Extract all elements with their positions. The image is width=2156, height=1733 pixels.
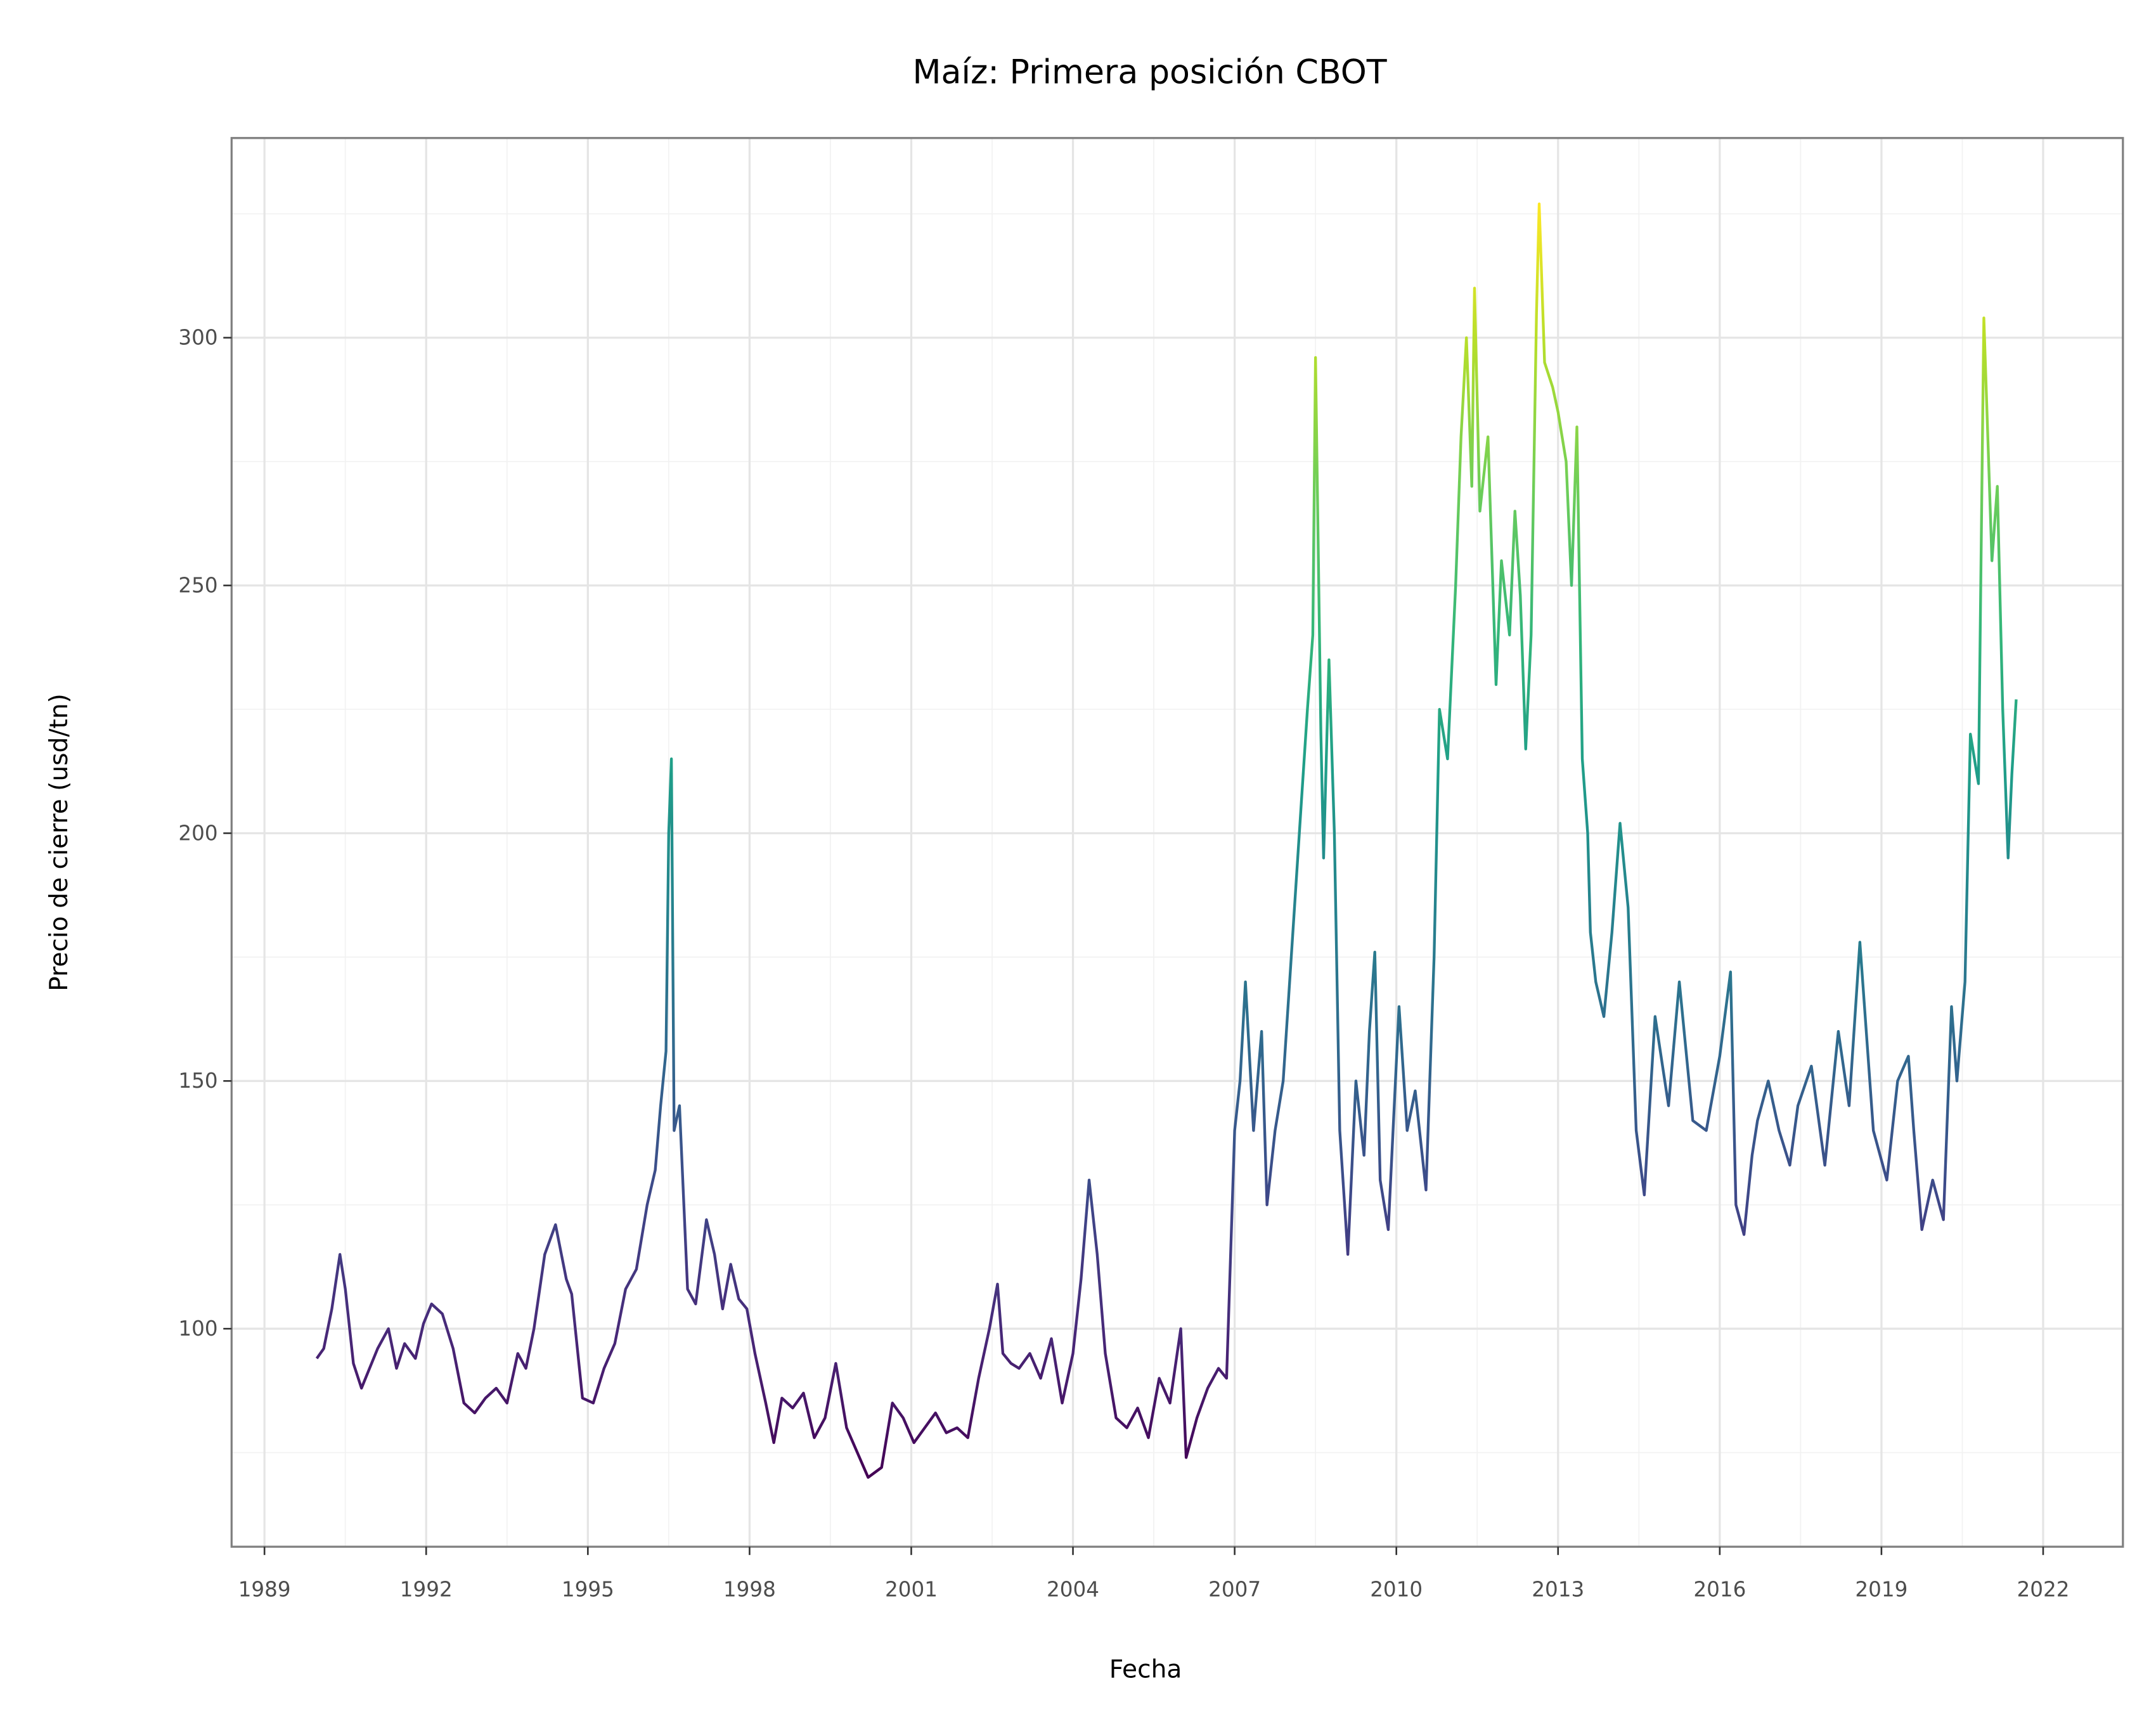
x-tick-label: 1998 <box>723 1577 776 1601</box>
x-axis-label: Fecha <box>1109 1655 1182 1684</box>
plot <box>315 202 2018 1479</box>
x-tick-label: 2022 <box>2017 1577 2069 1601</box>
x-tick-label: 2007 <box>1208 1577 1261 1601</box>
x-tick-label: 2010 <box>1370 1577 1423 1601</box>
x-tick-label: 1989 <box>238 1577 291 1601</box>
x-tick-label: 2004 <box>1047 1577 1099 1601</box>
x-tick-label: 1995 <box>562 1577 614 1601</box>
y-axis-label: Precio de cierre (usd/tn) <box>45 693 74 991</box>
x-tick-label: 2001 <box>885 1577 938 1601</box>
x-tick-label: 2013 <box>1532 1577 1584 1601</box>
y-tick-label: 250 <box>178 574 217 598</box>
x-tick-label: 2016 <box>1693 1577 1746 1601</box>
grid <box>231 138 2123 1547</box>
y-tick-label: 150 <box>178 1069 217 1093</box>
y-tick-label: 200 <box>178 821 217 845</box>
y-tick-label: 100 <box>178 1317 217 1341</box>
price-line <box>315 202 2018 1479</box>
panel-border <box>230 137 2124 1548</box>
x-tick-label: 2019 <box>1855 1577 1907 1601</box>
x-tick-label: 1992 <box>400 1577 453 1601</box>
chart-title: Maíz: Primera posición CBOT <box>913 54 1388 92</box>
y-tick-label: 300 <box>178 326 217 350</box>
